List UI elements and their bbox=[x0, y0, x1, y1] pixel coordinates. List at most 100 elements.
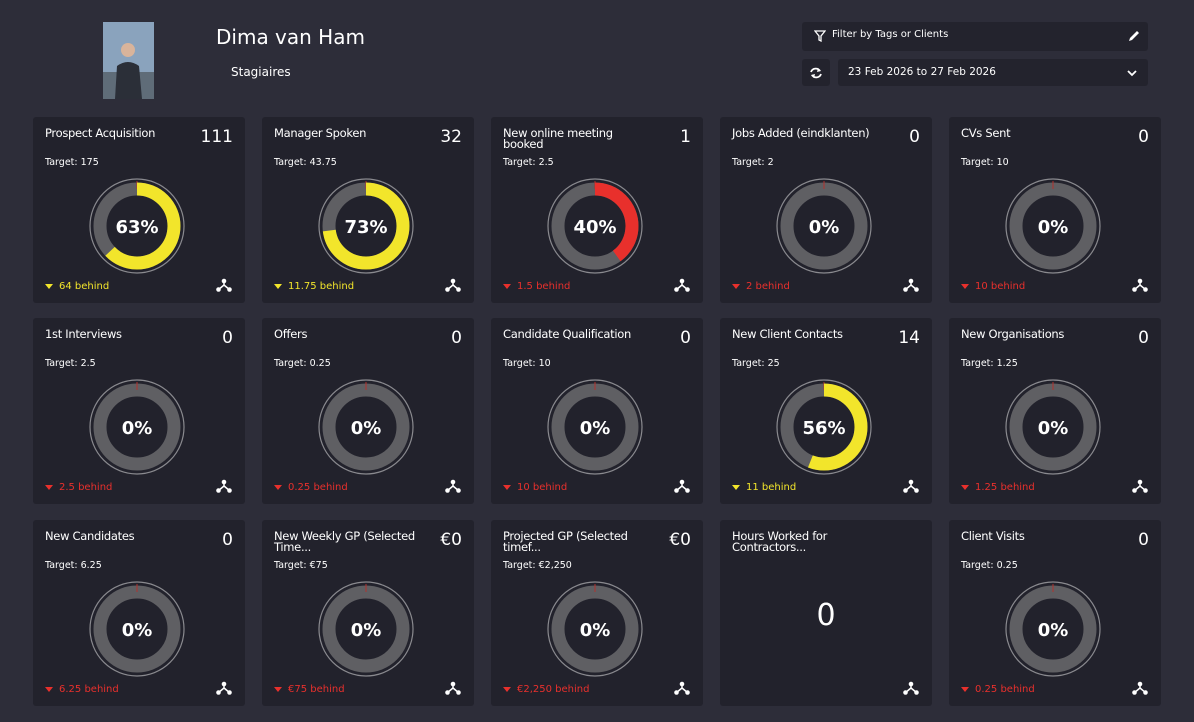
hierarchy-icon[interactable] bbox=[674, 681, 690, 695]
hierarchy-icon[interactable] bbox=[903, 681, 919, 695]
behind-arrow bbox=[732, 284, 740, 289]
card-target: Target: 175 bbox=[45, 157, 99, 168]
hierarchy-icon[interactable] bbox=[445, 278, 461, 292]
donut-outer-ring bbox=[547, 178, 643, 274]
card-value: 32 bbox=[440, 127, 462, 147]
behind-text: 0.25 behind bbox=[288, 482, 348, 493]
donut-outer-ring bbox=[1005, 379, 1101, 475]
donut-outer-ring bbox=[776, 379, 872, 475]
hierarchy-icon[interactable] bbox=[445, 479, 461, 493]
metric-card: New Organisations 0 Target: 1.25 0% 1.25 beh… bbox=[949, 318, 1161, 504]
donut: 0% bbox=[1005, 379, 1101, 475]
card-target: Target: 25 bbox=[732, 358, 780, 369]
refresh-button[interactable] bbox=[802, 59, 830, 86]
behind-arrow bbox=[45, 485, 53, 490]
card-value: 0 bbox=[1138, 328, 1149, 348]
card-title: Projected GP (Selected timef... bbox=[503, 529, 628, 554]
hierarchy-icon[interactable] bbox=[1132, 479, 1148, 493]
behind-arrow bbox=[503, 687, 511, 692]
card-target: Target: 43.75 bbox=[274, 157, 337, 168]
donut: 0% bbox=[318, 379, 414, 475]
donut-outer-ring bbox=[547, 581, 643, 677]
behind-arrow bbox=[961, 284, 969, 289]
donut-outer-ring bbox=[776, 178, 872, 274]
card-title: New Client Contacts bbox=[732, 327, 843, 341]
hierarchy-icon[interactable] bbox=[445, 681, 461, 695]
card-title: Manager Spoken bbox=[274, 126, 367, 140]
filter-text: Filter by Tags or Clients bbox=[832, 29, 949, 40]
behind-text: 10 behind bbox=[975, 281, 1026, 292]
donut-outer-ring bbox=[1005, 581, 1101, 677]
donut-label: 63% bbox=[115, 217, 158, 238]
edit-icon[interactable] bbox=[1127, 29, 1141, 43]
card-value: 0 bbox=[222, 530, 233, 550]
donut: 73% bbox=[318, 178, 414, 274]
hierarchy-icon[interactable] bbox=[1132, 278, 1148, 292]
hierarchy-icon[interactable] bbox=[216, 681, 232, 695]
behind-text: 64 behind bbox=[59, 281, 110, 292]
card-target: Target: 0.25 bbox=[274, 358, 331, 369]
donut-arc bbox=[93, 182, 181, 270]
card-title: Candidate Qualification bbox=[503, 327, 631, 341]
card-value: 0 bbox=[680, 328, 691, 348]
hierarchy-icon[interactable] bbox=[674, 479, 690, 493]
donut-label: 0% bbox=[351, 418, 382, 439]
donut: 0% bbox=[318, 581, 414, 677]
hierarchy-icon[interactable] bbox=[216, 278, 232, 292]
user-name: Dima van Ham bbox=[216, 25, 365, 49]
donut-label: 40% bbox=[573, 217, 616, 238]
donut-outer-ring bbox=[318, 379, 414, 475]
behind-text: 1.5 behind bbox=[517, 281, 571, 292]
donut-arc bbox=[780, 383, 868, 471]
card-value: €0 bbox=[440, 530, 462, 550]
donut-outer-ring bbox=[89, 379, 185, 475]
hierarchy-icon[interactable] bbox=[1132, 681, 1148, 695]
card-target: Target: 2.5 bbox=[45, 358, 96, 369]
metric-card: New Client Contacts 14 Target: 25 56% 11 beh… bbox=[720, 318, 932, 504]
date-range-select[interactable]: 23 Feb 2026 to 27 Feb 2026 bbox=[838, 59, 1148, 86]
filter-box[interactable]: Filter by Tags or Clients bbox=[802, 22, 1148, 51]
date-range-text: 23 Feb 2026 to 27 Feb 2026 bbox=[848, 66, 996, 78]
hierarchy-icon[interactable] bbox=[216, 479, 232, 493]
donut-arc bbox=[551, 182, 639, 270]
avatar bbox=[103, 22, 154, 99]
donut: 0% bbox=[1005, 178, 1101, 274]
card-target: Target: 10 bbox=[961, 157, 1009, 168]
donut-arc bbox=[322, 182, 410, 270]
card-title: New Weekly GP (Selected Time... bbox=[274, 529, 415, 554]
donut-outer-ring bbox=[547, 379, 643, 475]
behind-text: €2,250 behind bbox=[517, 684, 590, 695]
card-value: 0 bbox=[222, 328, 233, 348]
card-value: 0 bbox=[1138, 127, 1149, 147]
hierarchy-icon[interactable] bbox=[903, 479, 919, 493]
metric-card: New Weekly GP (Selected Time... €0 Target:… bbox=[262, 520, 474, 706]
card-target: Target: €75 bbox=[274, 560, 328, 571]
donut-label: 0% bbox=[580, 620, 611, 641]
card-value: 0 bbox=[1138, 530, 1149, 550]
donut: 0% bbox=[547, 379, 643, 475]
metric-card: New online meeting booked 1 Target: 2.5 40%… bbox=[491, 117, 703, 303]
card-title: Client Visits bbox=[961, 529, 1025, 543]
behind-text: 10 behind bbox=[517, 482, 568, 493]
card-target: Target: 2.5 bbox=[503, 157, 554, 168]
behind-arrow bbox=[45, 284, 53, 289]
card-value: 1 bbox=[680, 127, 691, 147]
behind-text: 1.25 behind bbox=[975, 482, 1035, 493]
hierarchy-icon[interactable] bbox=[674, 278, 690, 292]
donut-outer-ring bbox=[89, 178, 185, 274]
behind-arrow bbox=[274, 687, 282, 692]
hierarchy-icon[interactable] bbox=[903, 278, 919, 292]
card-title: 1st Interviews bbox=[45, 327, 122, 341]
card-title: Prospect Acquisition bbox=[45, 126, 156, 140]
card-target: Target: 1.25 bbox=[961, 358, 1018, 369]
donut: 0% bbox=[776, 178, 872, 274]
card-title: New online meeting booked bbox=[503, 126, 613, 151]
donut-label: 73% bbox=[344, 217, 387, 238]
donut-outer-ring bbox=[1005, 178, 1101, 274]
card-title: Hours Worked for Contractors... bbox=[732, 529, 828, 554]
donut-label: 0% bbox=[809, 217, 840, 238]
donut-outer-ring bbox=[89, 581, 185, 677]
card-title: Jobs Added (eindklanten) bbox=[732, 126, 870, 140]
card-value: 111 bbox=[200, 127, 233, 147]
